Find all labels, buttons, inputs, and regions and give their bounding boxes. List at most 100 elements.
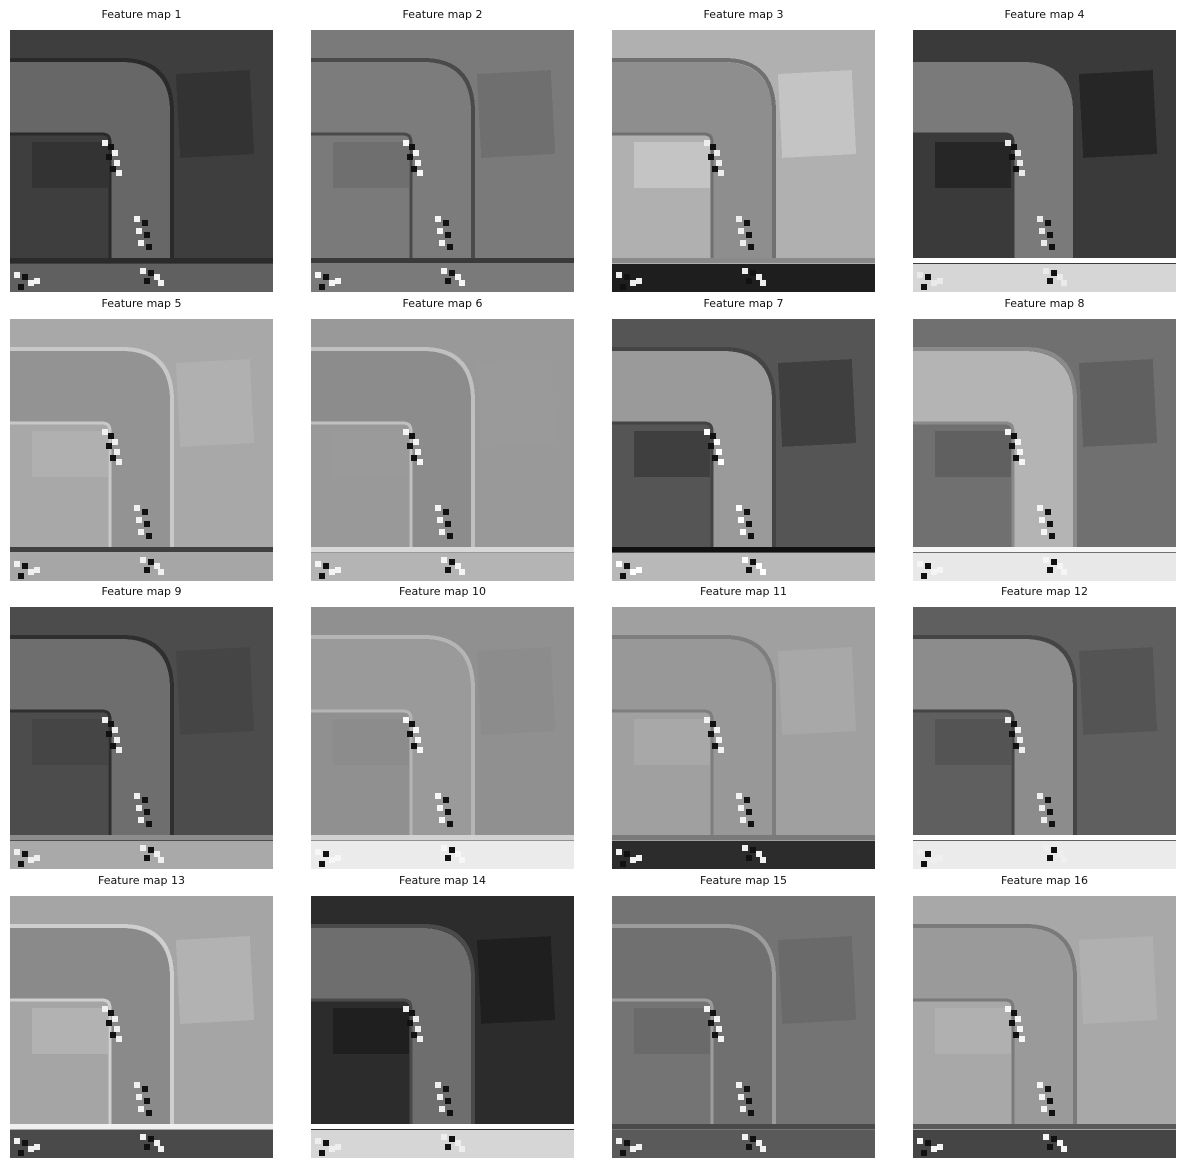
- pixel-mark: [742, 845, 748, 851]
- pixel-mark: [1049, 1110, 1055, 1116]
- pixel-mark: [931, 857, 937, 863]
- pixel-mark: [746, 521, 752, 527]
- feature-map-image: [612, 319, 875, 581]
- pixel-mark: [708, 443, 714, 449]
- left-pad: [935, 142, 1011, 188]
- road-inner-edge: [612, 998, 714, 1126]
- feature-map-image: [612, 30, 875, 292]
- feature-map-panel: Feature map 5: [10, 293, 273, 583]
- pixel-mark: [937, 567, 943, 573]
- pixel-mark: [323, 1140, 329, 1146]
- pixel-mark: [710, 144, 716, 150]
- pixel-mark: [937, 278, 943, 284]
- left-pad: [32, 431, 108, 477]
- pixel-mark: [756, 1140, 762, 1146]
- pixel-mark: [102, 429, 108, 435]
- pixel-mark: [443, 797, 449, 803]
- pixel-mark: [1041, 817, 1047, 823]
- road-edge: [10, 347, 174, 549]
- pixel-mark: [1039, 517, 1045, 523]
- right-pad: [175, 647, 255, 735]
- pixel-mark: [925, 274, 931, 280]
- bottom-line: [10, 547, 273, 552]
- pixel-mark: [1011, 433, 1017, 439]
- pixel-mark: [1013, 1032, 1019, 1038]
- pixel-mark: [441, 845, 447, 851]
- pixel-mark: [620, 1150, 626, 1156]
- feature-map-image: [311, 896, 574, 1158]
- bottom-line: [913, 835, 1176, 840]
- pixel-mark: [742, 268, 748, 274]
- pixel-mark: [319, 1150, 325, 1156]
- pixel-mark: [136, 1094, 142, 1100]
- pixel-mark: [28, 1146, 34, 1152]
- pixel-mark: [154, 563, 160, 569]
- feature-map-image: [612, 607, 875, 869]
- pixel-mark: [447, 533, 453, 539]
- pixel-mark: [34, 567, 40, 573]
- pixel-mark: [148, 1136, 154, 1142]
- pixel-mark: [449, 1136, 455, 1142]
- pixel-mark: [106, 443, 112, 449]
- road-inner-edge: [311, 998, 413, 1126]
- pixel-mark: [18, 573, 24, 579]
- pixel-mark: [712, 743, 718, 749]
- pixel-mark: [1051, 847, 1057, 853]
- left-pad: [333, 1008, 409, 1054]
- pixel-mark: [714, 439, 720, 445]
- road-inner-edge: [10, 709, 112, 837]
- pixel-mark: [1045, 220, 1051, 226]
- pixel-mark: [455, 1140, 461, 1146]
- pixel-mark: [315, 849, 321, 855]
- road-band: [913, 351, 1073, 549]
- feature-map-svg: [311, 896, 574, 1158]
- bottom-line: [311, 258, 574, 263]
- pixel-mark: [413, 439, 419, 445]
- road-edge: [612, 635, 776, 837]
- pixel-mark: [144, 809, 150, 815]
- pixel-mark: [1047, 521, 1053, 527]
- pixel-mark: [329, 857, 335, 863]
- pixel-mark: [1043, 845, 1049, 851]
- pixel-mark: [1041, 240, 1047, 246]
- pixel-mark: [447, 1110, 453, 1116]
- pixel-mark: [931, 569, 937, 575]
- road-inner-edge: [913, 998, 1015, 1126]
- left-pad: [32, 719, 108, 765]
- pixel-mark: [1015, 1016, 1021, 1022]
- pixel-mark: [112, 1016, 118, 1022]
- bottom-line: [10, 835, 273, 840]
- feature-map-panel: Feature map 7: [612, 293, 875, 583]
- panel-title: Feature map 1: [101, 8, 182, 21]
- road-band: [311, 928, 471, 1126]
- road-edge: [10, 924, 174, 1126]
- pixel-mark: [756, 274, 762, 280]
- pixel-mark: [1061, 857, 1067, 863]
- pixel-mark: [140, 268, 146, 274]
- road-edge: [311, 924, 475, 1126]
- panel-title: Feature map 13: [98, 874, 185, 887]
- pixel-mark: [1047, 855, 1053, 861]
- pixel-mark: [1051, 270, 1057, 276]
- right-pad: [476, 647, 556, 735]
- pixel-mark: [710, 433, 716, 439]
- feature-map-panel: Feature map 12: [913, 581, 1176, 871]
- pixel-mark: [1051, 559, 1057, 565]
- pixel-mark: [1037, 216, 1043, 222]
- pixel-mark: [1047, 278, 1053, 284]
- road-edge: [311, 347, 475, 549]
- pixel-mark: [323, 851, 329, 857]
- feature-map-svg: [10, 607, 273, 869]
- pixel-mark: [921, 1150, 927, 1156]
- pixel-mark: [445, 855, 451, 861]
- pixel-mark: [138, 529, 144, 535]
- pixel-mark: [142, 220, 148, 226]
- pixel-mark: [1047, 567, 1053, 573]
- pixel-mark: [22, 563, 28, 569]
- pixel-mark: [931, 1146, 937, 1152]
- pixel-mark: [738, 228, 744, 234]
- pixel-mark: [756, 563, 762, 569]
- pixel-mark: [1019, 747, 1025, 753]
- pixel-mark: [445, 1144, 451, 1150]
- road-inner-edge: [612, 421, 714, 549]
